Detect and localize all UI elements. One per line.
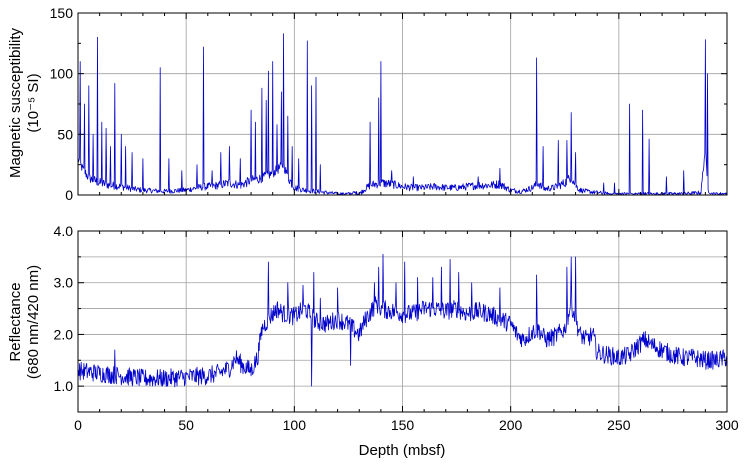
susceptibility-panel: 0 50 100 150 Magnetic susceptibility (10⁻⁵ … [7,5,728,203]
bottom-y-tick-labels: 1.0 2.0 3.0 4.0 [54,223,74,394]
y-tick-label: 2.0 [54,326,74,342]
reflectance-panel: 1.0 2.0 3.0 4.0 0 50 100 150 200 250 300 Reflecta… [7,223,739,459]
x-tick-labels: 0 50 100 150 200 250 300 [74,417,739,433]
y-tick-label: 4.0 [54,223,74,239]
x-tick-label: 50 [178,417,194,433]
top-ticks [77,12,728,196]
y-tick-label: 50 [57,126,73,142]
bottom-y-axis-title: Reflectance [7,282,24,361]
x-tick-label: 200 [499,417,523,433]
y-tick-label: 100 [50,66,74,82]
top-y-tick-labels: 0 50 100 150 [50,5,74,203]
x-tick-label: 250 [607,417,631,433]
bottom-gridlines [78,231,727,412]
x-tick-label: 150 [391,417,415,433]
bottom-y-axis-unit: (680 nm/420 nm) [25,265,42,379]
y-tick-label: 1.0 [54,378,74,394]
y-tick-label: 3.0 [54,275,74,291]
top-y-axis-title: Magnetic susceptibility [7,27,24,178]
x-tick-label: 100 [283,417,307,433]
y-tick-label: 150 [50,5,74,21]
top-y-axis-unit: (10⁻⁵ SI) [25,73,42,132]
top-gridlines [78,13,727,195]
bottom-ticks [77,230,728,412]
reflectance-line [77,253,728,388]
x-tick-label: 300 [715,417,739,433]
x-axis-title: Depth (mbsf) [359,442,446,459]
x-tick-label: 0 [74,417,82,433]
y-tick-label: 0 [65,187,73,203]
